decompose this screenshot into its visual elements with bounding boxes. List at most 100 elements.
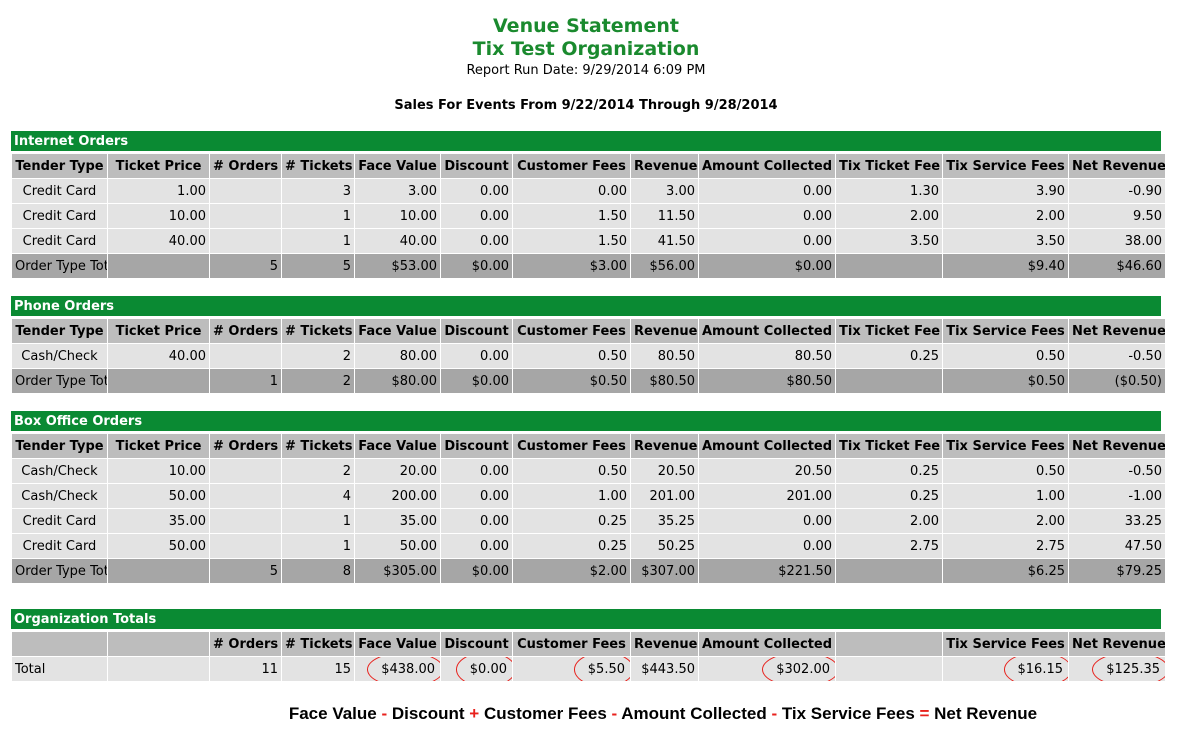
circled-value: $125.35: [1092, 657, 1165, 681]
formula-term: Face Value: [288, 704, 377, 723]
cell-discount: 0.00: [440, 228, 513, 254]
cell-tickets: 4: [281, 483, 355, 509]
cell-customer-fees: 0.50: [512, 458, 631, 484]
blank-header-cell: [107, 631, 210, 657]
header-net-revenue: Net Revenue: [1068, 318, 1166, 344]
org-total-amount-collected: $302.00: [698, 656, 836, 682]
formula-operator: -: [766, 704, 782, 723]
cell-net-revenue: 38.00: [1068, 228, 1166, 254]
cell-ticket-price: 50.00: [107, 483, 210, 509]
cell-amount-collected: 20.50: [698, 458, 836, 484]
circled-value: $0.00: [455, 657, 512, 681]
cell-tender-type: Credit Card: [11, 178, 108, 204]
total-amount-collected: $80.50: [698, 368, 836, 394]
cell-amount-collected: 0.00: [698, 178, 836, 204]
formula-term: Discount: [391, 704, 465, 723]
header-orders: # Orders: [209, 318, 282, 344]
cell-tickets: 1: [281, 508, 355, 534]
table-row: Cash/Check 40.00 2 80.00 0.00 0.50 80.50 80.50 0…: [11, 343, 1166, 369]
organization-totals-table: # Orders # Tickets Face Value Discount Custo…: [11, 631, 1166, 682]
organization-total-row: Total 11 15 $438.00 $0.00 $5.50 $443.50 $302.00…: [11, 656, 1166, 682]
header-customer-fees: Customer Fees: [512, 153, 631, 179]
total-ticket-price: [107, 558, 210, 584]
order-type-total-row: Order Type Total 58$305.00$0.00$2.00$307.…: [11, 558, 1166, 584]
column-header-row: # Orders # Tickets Face Value Discount Custo…: [11, 631, 1166, 657]
total-revenue: $80.50: [630, 368, 699, 394]
cell-tix-ticket-fee: 3.50: [835, 228, 943, 254]
cell-customer-fees: 0.00: [512, 178, 631, 204]
cell-face-value: 40.00: [354, 228, 441, 254]
cell-tix-ticket-fee: 2.75: [835, 533, 943, 559]
cell-ticket-price: 1.00: [107, 178, 210, 204]
order-type-total-row: Order Type Total12$80.00$0.00$0.50$80.50…: [11, 368, 1166, 394]
circled-value: $302.00: [762, 657, 835, 681]
cell-tickets: 2: [281, 343, 355, 369]
cell-customer-fees: 0.25: [512, 508, 631, 534]
total-revenue: $307.00: [630, 558, 699, 584]
cell-orders: [209, 458, 282, 484]
cell-orders: [209, 203, 282, 229]
header-face-value: Face Value: [354, 318, 441, 344]
cell-discount: 0.00: [440, 178, 513, 204]
cell-face-value: 200.00: [354, 483, 441, 509]
org-total-discount: $0.00: [440, 656, 513, 682]
header-amount-collected: Amount Collected: [698, 433, 836, 459]
header-tender-type: Tender Type: [11, 153, 108, 179]
cell-face-value: 20.00: [354, 458, 441, 484]
total-customer-fees: $3.00: [512, 253, 631, 279]
header-discount: Discount: [440, 631, 513, 657]
header-net-revenue: Net Revenue: [1068, 631, 1166, 657]
formula-term: Customer Fees: [483, 704, 607, 723]
total-amount-collected: $221.50: [698, 558, 836, 584]
cell-amount-collected: 0.00: [698, 533, 836, 559]
header-discount: Discount: [440, 153, 513, 179]
cell-ticket-price: 10.00: [107, 458, 210, 484]
cell-tender-type: Cash/Check: [11, 458, 108, 484]
cell-tickets: 2: [281, 458, 355, 484]
cell-face-value: 80.00: [354, 343, 441, 369]
header-tix-ticket-fee: Tix Ticket Fee: [835, 318, 943, 344]
header-amount-collected: Amount Collected: [698, 631, 836, 657]
section-title: Internet Orders: [11, 131, 1161, 153]
cell-tix-ticket-fee: 2.00: [835, 508, 943, 534]
header-amount-collected: Amount Collected: [698, 153, 836, 179]
cell-tender-type: Credit Card: [11, 533, 108, 559]
section-title: Phone Orders: [11, 296, 1161, 318]
total-face-value: $53.00: [354, 253, 441, 279]
cell-customer-fees: 0.25: [512, 533, 631, 559]
table-row: Credit Card 50.00 1 50.00 0.00 0.25 50.25 0.00 2…: [11, 533, 1166, 559]
column-header-row: Tender Type Ticket Price # Orders # Tickets…: [11, 153, 1166, 179]
header-amount-collected: Amount Collected: [698, 318, 836, 344]
header-revenue: Revenue: [630, 631, 699, 657]
header-tender-type: Tender Type: [11, 433, 108, 459]
cell-tix-ticket-fee: 0.25: [835, 343, 943, 369]
total-customer-fees: $0.50: [512, 368, 631, 394]
cell-revenue: 20.50: [630, 458, 699, 484]
cell-amount-collected: 0.00: [698, 203, 836, 229]
cell-tix-ticket-fee: 0.25: [835, 483, 943, 509]
cell-tender-type: Cash/Check: [11, 483, 108, 509]
header-face-value: Face Value: [354, 631, 441, 657]
header-ticket-price: Ticket Price: [107, 433, 210, 459]
orders-table: Tender Type Ticket Price # Orders # Tickets…: [11, 433, 1166, 584]
header-customer-fees: Customer Fees: [512, 631, 631, 657]
table-row: Credit Card 10.00 1 10.00 0.00 1.50 11.50 0.00 2…: [11, 203, 1166, 229]
cell-net-revenue: 47.50: [1068, 533, 1166, 559]
header-tix-service-fees: Tix Service Fees: [942, 153, 1069, 179]
revenue-formula: Face Value - Discount + Customer Fees - …: [0, 704, 1184, 724]
header-tix-service-fees: Tix Service Fees: [942, 433, 1069, 459]
header-customer-fees: Customer Fees: [512, 433, 631, 459]
header-tix-service-fees: Tix Service Fees: [942, 631, 1069, 657]
table-row: Cash/Check 10.00 2 20.00 0.00 0.50 20.50 20.50 0…: [11, 458, 1166, 484]
total-tender-type: Order Type Total: [11, 558, 108, 584]
report-title: Venue Statement: [493, 15, 679, 37]
org-total-net-revenue: $125.35: [1068, 656, 1166, 682]
total-tender-type: Order Type Total: [11, 253, 108, 279]
total-tender-type: Order Type Total: [11, 368, 108, 394]
cell-face-value: 10.00: [354, 203, 441, 229]
total-ticket-price: [107, 368, 210, 394]
cell-customer-fees: 1.50: [512, 228, 631, 254]
total-customer-fees: $2.00: [512, 558, 631, 584]
cell-tix-ticket-fee: 2.00: [835, 203, 943, 229]
total-tix-ticket-fee: [835, 368, 943, 394]
